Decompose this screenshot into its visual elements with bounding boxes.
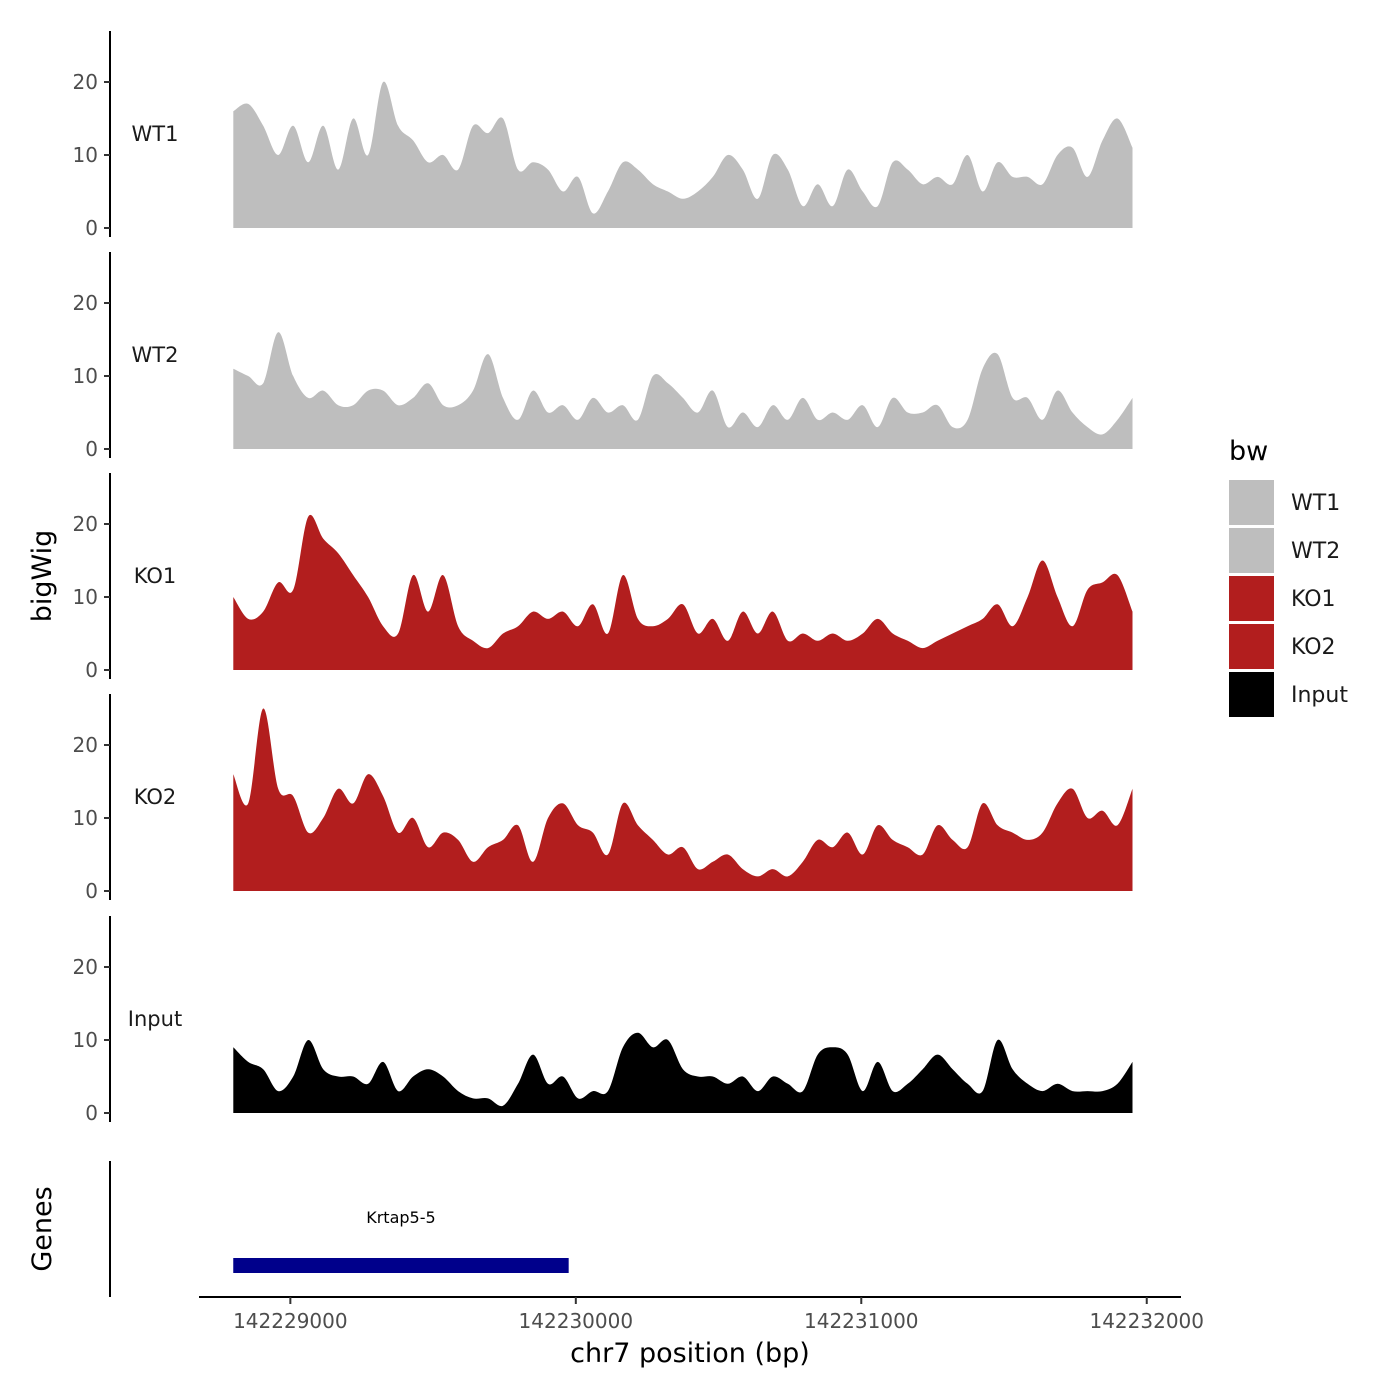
legend-label: KO1 — [1291, 587, 1336, 612]
legend: bw WT1 WT2 KO1 KO2 Input — [1229, 436, 1348, 717]
track-input: 0 10 20 Input — [73, 916, 1133, 1125]
track-label: Input — [128, 1007, 182, 1031]
legend-swatch — [1229, 528, 1274, 573]
y-tick-label: 10 — [73, 1028, 98, 1052]
x-axis: 142229000 142230000 142231000 142232000 chr… — [199, 1296, 1204, 1369]
legend-label: WT2 — [1291, 539, 1340, 564]
x-tick-label: 142229000 — [233, 1309, 348, 1333]
legend-label: WT1 — [1291, 491, 1340, 516]
y-tick-label: 20 — [73, 70, 98, 94]
legend-title: bw — [1229, 436, 1268, 467]
area-wt1 — [233, 81, 1133, 228]
y-axis-title: bigWig — [27, 530, 58, 623]
x-axis-title: chr7 position (bp) — [570, 1338, 810, 1369]
legend-swatch — [1229, 672, 1274, 717]
y-tick-label: 20 — [73, 291, 98, 315]
y-tick-label: 0 — [85, 658, 98, 682]
track-label: KO2 — [134, 785, 177, 809]
y-tick-label: 20 — [73, 512, 98, 536]
track-label: WT2 — [132, 343, 179, 367]
y-tick-label: 0 — [85, 1101, 98, 1125]
y-tick-label: 20 — [73, 733, 98, 757]
track-ko2: 0 10 20 KO2 — [73, 694, 1133, 903]
y-tick-label: 10 — [73, 806, 98, 830]
y-tick-label: 10 — [73, 364, 98, 388]
y-tick-label: 0 — [85, 216, 98, 240]
track-label: WT1 — [132, 122, 179, 146]
y-tick-label: 0 — [85, 437, 98, 461]
y-tick-label: 10 — [73, 585, 98, 609]
gene-panel: Genes Krtap5-5 — [27, 1161, 569, 1297]
track-wt2: 0 10 20 WT2 — [73, 252, 1133, 461]
area-ko2 — [233, 708, 1133, 891]
legend-swatch — [1229, 576, 1274, 621]
x-tick-label: 142231000 — [804, 1309, 919, 1333]
gene-label: Krtap5-5 — [366, 1208, 435, 1227]
track-label: KO1 — [134, 564, 177, 588]
y-tick-label: 0 — [85, 879, 98, 903]
gene-bar — [233, 1258, 569, 1273]
area-wt2 — [233, 332, 1133, 449]
area-input — [233, 1032, 1133, 1113]
legend-swatch — [1229, 480, 1274, 525]
gene-items: Krtap5-5 — [233, 1208, 569, 1273]
legend-label: Input — [1291, 683, 1348, 708]
legend-swatch — [1229, 624, 1274, 669]
genes-axis-title: Genes — [27, 1186, 58, 1271]
legend-entries: WT1 WT2 KO1 KO2 Input — [1229, 480, 1348, 717]
x-tick-label: 142232000 — [1089, 1309, 1204, 1333]
y-tick-label: 10 — [73, 143, 98, 167]
y-tick-label: 20 — [73, 955, 98, 979]
track-ko1: 0 10 20 KO1 — [73, 473, 1133, 682]
legend-label: KO2 — [1291, 635, 1336, 660]
x-ticks: 142229000 142230000 142231000 142232000 — [233, 1297, 1204, 1333]
area-ko1 — [233, 514, 1133, 670]
x-tick-label: 142230000 — [519, 1309, 634, 1333]
track-wt1: 0 10 20 WT1 — [73, 31, 1133, 240]
tracks-layer: 0 10 20 WT1 0 10 20 WT2 0 10 20 KO1 0 10 20 KO2 0 10 20 Inp… — [73, 31, 1133, 1125]
